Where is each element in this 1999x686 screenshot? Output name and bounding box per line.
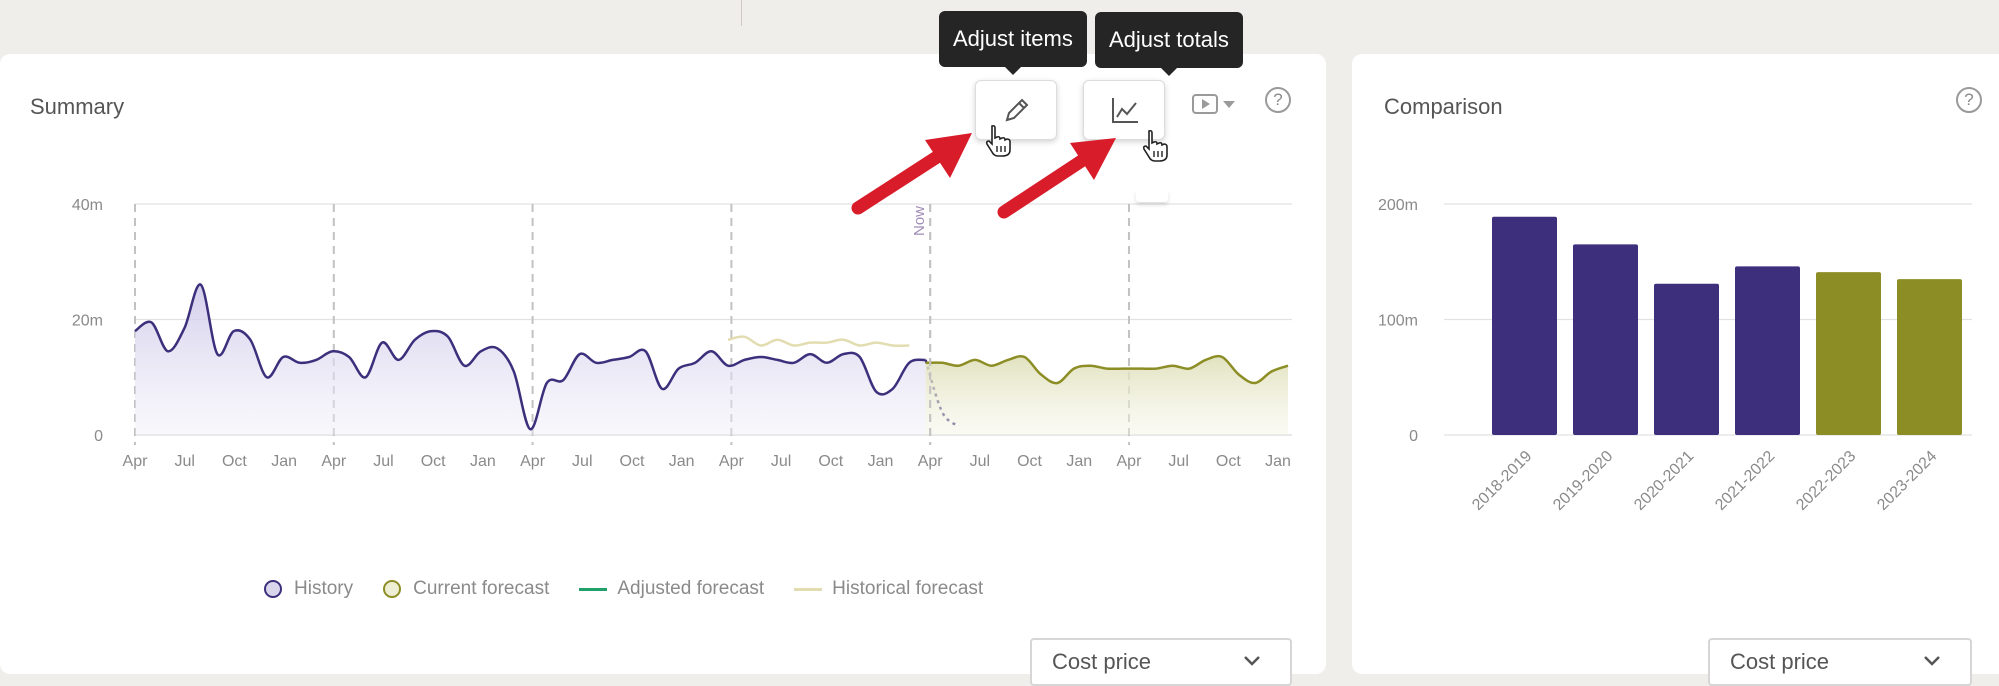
summary-select-value: Cost price: [1052, 649, 1152, 674]
x-tick-label: Oct: [222, 453, 247, 470]
x-tick-label: Jul: [572, 453, 592, 470]
summary-card: Summary ? 0 20m 40m Apr Jul Oct Jan Apr Jul Oct Ja…: [0, 54, 1326, 686]
bar: [1492, 216, 1557, 435]
comparison-title: Comparison: [1384, 94, 1503, 119]
summary-legend: History Current forecast Adjusted foreca…: [264, 578, 1013, 600]
legend-current-forecast[interactable]: Current forecast: [383, 578, 549, 600]
chevron-down-icon: [1244, 656, 1260, 666]
x-tick-label: Apr: [321, 453, 347, 470]
bar: [1735, 266, 1800, 435]
x-tick-label: Jul: [373, 453, 393, 470]
history-area: [135, 284, 926, 435]
x-tick-label: Oct: [1216, 453, 1241, 470]
history-line: [134, 283, 926, 431]
legend-adjusted-forecast-swatch: [579, 587, 608, 591]
now-label: Now: [911, 206, 928, 236]
adjust-totals-button[interactable]: [1083, 80, 1165, 140]
x-tick-label: Jul: [771, 453, 791, 470]
legend-current-forecast-swatch: [383, 580, 402, 598]
x-tick-label: 2023-2024: [1874, 448, 1940, 514]
adjust-items-button[interactable]: [975, 80, 1057, 140]
adjust-items-tooltip: Adjust items: [939, 11, 1087, 75]
x-tick-label: 2018-2019: [1469, 448, 1535, 514]
x-tick-label: Jan: [1265, 453, 1291, 470]
legend-historical-forecast-label: Historical forecast: [832, 578, 984, 599]
legend-historical-forecast-swatch: [794, 587, 823, 591]
legend-current-forecast-label: Current forecast: [413, 578, 550, 599]
comparison-card: Comparison ? 0 100m 200m 2018-2019 2019-2020…: [1352, 54, 1999, 686]
x-tick-label: Jan: [868, 453, 894, 470]
legend-adjusted-forecast-label: Adjusted forecast: [617, 578, 765, 599]
summary-title: Summary: [30, 94, 125, 119]
popover-remnant: [1136, 190, 1168, 202]
x-tick-label: Jul: [970, 453, 990, 470]
y-tick-label: 0: [94, 428, 103, 445]
x-tick-label: Jan: [669, 453, 695, 470]
legend-history-label: History: [294, 578, 354, 599]
x-tick-label: Apr: [520, 453, 546, 470]
x-tick-label: Jan: [470, 453, 496, 470]
x-tick-label: Oct: [1017, 453, 1042, 470]
legend-history[interactable]: History: [264, 578, 353, 600]
comparison-chart: 0 100m 200m 2018-2019 2019-2020 2020-2021 2021…: [1378, 197, 1972, 514]
line-chart-icon: [1112, 98, 1138, 123]
comparison-measure-select[interactable]: Cost price: [1708, 638, 1972, 686]
summary-chart: 0 20m 40m Apr Jul Oct Jan Apr Jul Oct Jan Apr Jul Oct…: [72, 197, 1292, 470]
legend-history-swatch: [264, 580, 282, 598]
x-tick-label: Oct: [620, 453, 645, 470]
y-tick-label: 200m: [1378, 197, 1418, 214]
chevron-down-icon: [1924, 656, 1940, 666]
bar: [1816, 272, 1881, 435]
y-tick-label: 40m: [72, 197, 103, 214]
x-tick-label: Oct: [818, 453, 843, 470]
y-tick-label: 0: [1409, 428, 1418, 445]
summary-help-icon[interactable]: ?: [1265, 87, 1291, 113]
x-tick-label: 2019-2020: [1550, 448, 1616, 514]
comparison-select-value: Cost price: [1730, 649, 1830, 674]
hand-cursor-icon: [985, 124, 1011, 157]
x-tick-label: Apr: [1117, 453, 1143, 470]
bar: [1573, 244, 1638, 435]
bar: [1654, 283, 1719, 435]
summary-measure-select[interactable]: Cost price: [1030, 638, 1292, 686]
current-forecast-line: [925, 354, 1289, 385]
y-tick-label: 100m: [1378, 313, 1418, 330]
x-tick-label: Apr: [918, 453, 944, 470]
top-divider: [741, 0, 742, 26]
hand-cursor-icon: [1142, 129, 1168, 162]
x-tick-label: Jul: [174, 453, 194, 470]
adjust-totals-tooltip: Adjust totals: [1095, 12, 1243, 76]
x-tick-label: Apr: [719, 453, 745, 470]
y-tick-label: 20m: [72, 313, 103, 330]
x-tick-label: 2020-2021: [1631, 448, 1697, 514]
pencil-icon: [1005, 98, 1029, 122]
current-forecast-area: [925, 356, 1288, 435]
legend-adjusted-forecast[interactable]: Adjusted forecast: [579, 578, 764, 600]
historical-forecast-line: [727, 335, 910, 347]
x-tick-label: Jan: [1066, 453, 1092, 470]
x-tick-label: Apr: [123, 453, 149, 470]
x-tick-label: Jul: [1168, 453, 1188, 470]
play-icon: [1192, 94, 1235, 114]
x-tick-label: 2021-2022: [1712, 448, 1778, 514]
x-tick-label: Jan: [271, 453, 297, 470]
play-dropdown-button[interactable]: [1190, 90, 1240, 120]
comparison-help-icon[interactable]: ?: [1956, 87, 1982, 113]
bar: [1897, 279, 1962, 435]
x-tick-label: Oct: [421, 453, 446, 470]
legend-historical-forecast[interactable]: Historical forecast: [794, 578, 983, 600]
x-tick-label: 2022-2023: [1793, 448, 1859, 514]
